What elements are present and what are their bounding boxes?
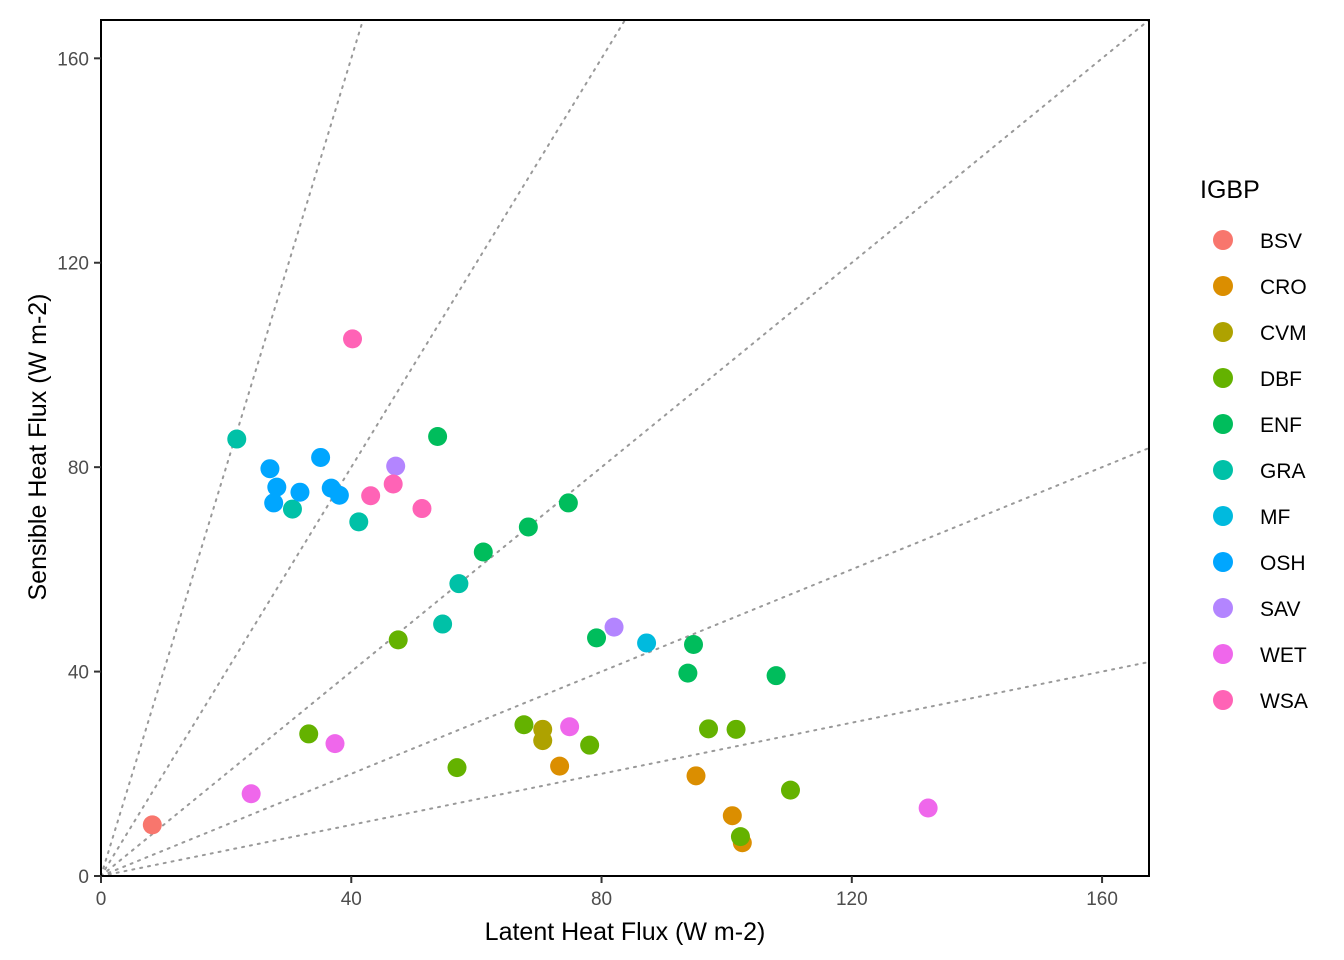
point-dbf bbox=[730, 827, 750, 847]
legend-label-wsa: WSA bbox=[1260, 690, 1308, 713]
point-osh bbox=[267, 477, 287, 497]
y-tick-label: 80 bbox=[68, 458, 89, 479]
point-gra bbox=[349, 512, 369, 532]
point-gra bbox=[227, 429, 247, 449]
point-gra bbox=[433, 614, 453, 634]
legend-key-wsa bbox=[1213, 690, 1233, 710]
point-enf bbox=[766, 666, 786, 686]
point-wsa bbox=[383, 474, 403, 494]
legend-label-sav: SAV bbox=[1260, 598, 1300, 621]
legend-key-sav bbox=[1213, 598, 1233, 618]
point-enf bbox=[518, 517, 538, 537]
legend-label-wet: WET bbox=[1260, 644, 1307, 667]
legend-key-osh bbox=[1213, 552, 1233, 572]
point-sav bbox=[604, 617, 624, 637]
point-dbf bbox=[447, 758, 467, 778]
legend-key-dbf bbox=[1213, 368, 1233, 388]
point-enf bbox=[558, 493, 578, 513]
legend-key-bsv bbox=[1213, 230, 1233, 250]
point-wet bbox=[918, 798, 938, 818]
y-tick-label: 160 bbox=[57, 49, 89, 70]
point-dbf bbox=[514, 715, 534, 735]
point-enf bbox=[587, 628, 607, 648]
legend-label-enf: ENF bbox=[1260, 414, 1302, 437]
point-enf bbox=[684, 634, 704, 654]
point-enf bbox=[428, 427, 448, 447]
reference-line-slope-0.5 bbox=[100, 447, 1150, 877]
point-osh bbox=[260, 459, 280, 479]
legend-key-cro bbox=[1213, 276, 1233, 296]
legend-label-cro: CRO bbox=[1260, 276, 1307, 299]
point-wet bbox=[560, 717, 580, 737]
y-tick-label: 40 bbox=[68, 663, 89, 684]
legend-key-enf bbox=[1213, 414, 1233, 434]
point-dbf bbox=[299, 724, 319, 744]
point-cro bbox=[550, 756, 570, 776]
plot-panel-border bbox=[100, 19, 1150, 877]
legend-key-mf bbox=[1213, 506, 1233, 526]
point-dbf bbox=[780, 780, 800, 800]
legend-label-dbf: DBF bbox=[1260, 368, 1302, 391]
reference-line-slope-0.25 bbox=[100, 661, 1150, 877]
point-enf bbox=[473, 542, 493, 562]
legend-label-gra: GRA bbox=[1260, 460, 1306, 483]
point-osh bbox=[290, 482, 310, 502]
point-mf bbox=[637, 633, 657, 653]
point-cro bbox=[686, 766, 706, 786]
legend-label-osh: OSH bbox=[1260, 552, 1306, 575]
point-wsa bbox=[412, 499, 432, 519]
y-tick-label: 0 bbox=[78, 867, 89, 888]
data-points bbox=[142, 329, 938, 853]
x-tick-label: 120 bbox=[836, 889, 868, 910]
point-cvm bbox=[533, 731, 553, 751]
point-bsv bbox=[142, 815, 162, 835]
legend-label-cvm: CVM bbox=[1260, 322, 1307, 345]
point-cro bbox=[722, 806, 742, 826]
legend-key-wet bbox=[1213, 644, 1233, 664]
reference-line-slope-4 bbox=[100, 19, 364, 877]
point-dbf bbox=[699, 719, 719, 739]
point-osh bbox=[329, 485, 349, 505]
x-axis-title: Latent Heat Flux (W m-2) bbox=[485, 918, 766, 946]
legend-label-bsv: BSV bbox=[1260, 230, 1302, 253]
point-dbf bbox=[726, 719, 746, 739]
legend-key-gra bbox=[1213, 460, 1233, 480]
point-wsa bbox=[343, 329, 363, 349]
legend-key-cvm bbox=[1213, 322, 1233, 342]
point-enf bbox=[678, 663, 698, 683]
point-sav bbox=[386, 456, 406, 476]
y-tick-label: 120 bbox=[57, 254, 89, 275]
point-gra bbox=[282, 499, 302, 519]
reference-lines bbox=[100, 19, 1150, 877]
point-osh bbox=[311, 447, 331, 467]
point-gra bbox=[449, 574, 469, 594]
reference-line-slope-1 bbox=[100, 19, 1150, 877]
point-osh bbox=[264, 493, 284, 513]
y-axis: 0 40 80 120 160 bbox=[57, 49, 101, 888]
point-wsa bbox=[361, 486, 381, 506]
x-tick-label: 160 bbox=[1086, 889, 1118, 910]
y-axis-title: Sensible Heat Flux (W m-2) bbox=[24, 293, 52, 600]
x-axis: 0 40 80 120 160 bbox=[96, 876, 1118, 910]
reference-line-slope-2 bbox=[100, 19, 626, 877]
x-tick-label: 80 bbox=[591, 889, 612, 910]
legend-title: IGBP bbox=[1200, 176, 1260, 204]
point-dbf bbox=[388, 630, 408, 650]
legend: IGBP BSV CRO CVM DBF ENF GRA MF OSH SAV WET WSA bbox=[1200, 176, 1308, 713]
point-wet bbox=[325, 734, 345, 754]
x-tick-label: 40 bbox=[341, 889, 362, 910]
legend-label-mf: MF bbox=[1260, 506, 1290, 529]
x-tick-label: 0 bbox=[96, 889, 107, 910]
point-wet bbox=[241, 784, 261, 804]
point-dbf bbox=[580, 735, 600, 755]
